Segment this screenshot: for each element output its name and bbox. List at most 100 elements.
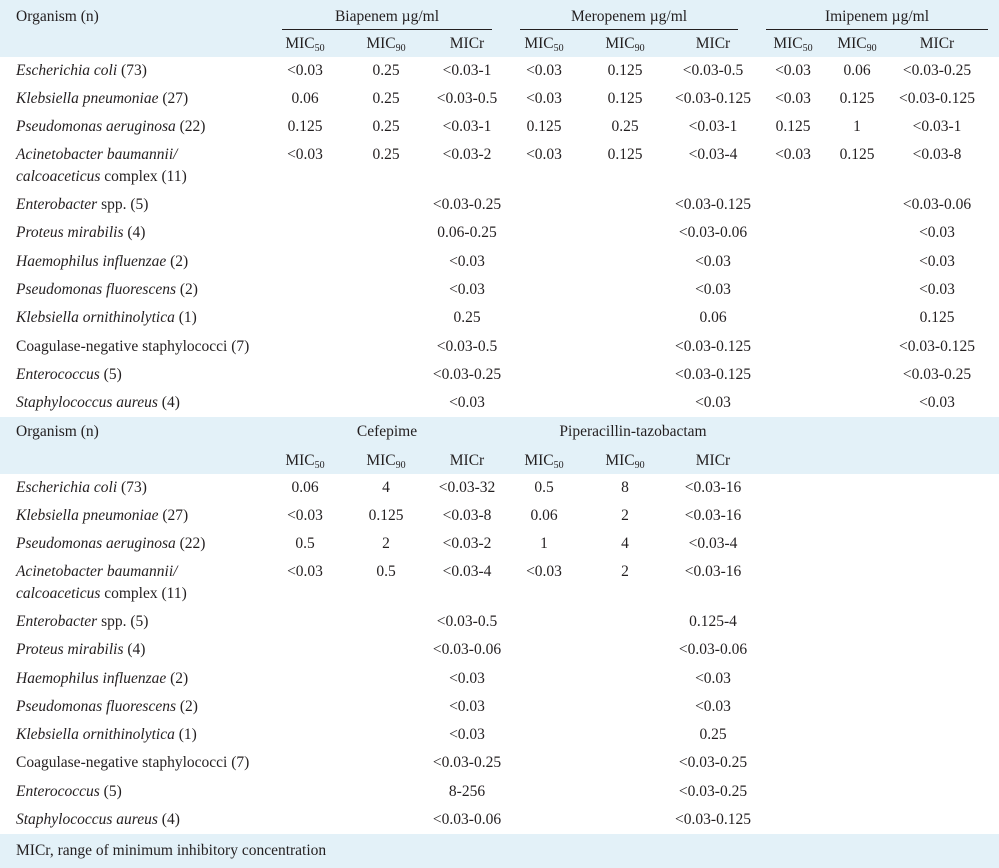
mic-value: <0.03-32: [438, 479, 496, 496]
organism-italic: Acinetobacter baumannii/: [16, 563, 178, 580]
mic-value: <0.03-4: [688, 535, 738, 552]
mic-value: <0.03-0.25: [902, 62, 972, 79]
subheader-cell: MIC50: [263, 30, 347, 58]
organism-suffix: (4): [157, 394, 180, 411]
subheader-cell: MIC50: [751, 30, 835, 58]
table-row: Proteus mirabilis (4) 0.06-0.25 <0.03-0.06…: [0, 219, 999, 247]
mic-value: 0.5: [295, 535, 315, 552]
organism-suffix: (5): [99, 783, 122, 800]
table-row: Enterobacter spp. (5) <0.03-0.25 <0.03-0.1…: [0, 191, 999, 219]
organism-name: Acinetobacter baumannii/: [16, 561, 177, 583]
organism-suffix: (4): [157, 811, 180, 828]
mic-range-value: <0.03-0.5: [436, 613, 498, 630]
mic-value: 0.5: [376, 563, 396, 580]
organism-italic: Pseudomonas fluorescens: [16, 281, 177, 298]
organism-name: Enterobacter spp. (5): [16, 608, 148, 636]
mic-value: 0.06: [843, 62, 871, 79]
table1-group-rule: [766, 29, 988, 30]
mic-label: MICr: [449, 452, 485, 469]
mic-range-value: <0.03: [449, 726, 485, 743]
table-row: Klebsiella ornithinolytica (1) <0.03 0.25: [0, 721, 999, 749]
mic-value: <0.03-1: [442, 118, 492, 135]
mic-value: 0.125: [839, 90, 875, 107]
mic-value: <0.03-16: [684, 563, 742, 580]
mic-subscript: 90: [634, 460, 645, 471]
organism-italic: Haemophilus influenzae: [16, 253, 167, 270]
table-row: Enterococcus (5) <0.03-0.25 <0.03-0.125 <0.…: [0, 361, 999, 389]
organism-italic: Enterococcus: [16, 366, 100, 383]
organism-name: Klebsiella ornithinolytica (1): [16, 721, 197, 749]
mic-value: 0.06: [291, 479, 319, 496]
table1-header-band: Organism (n) Biapenem µg/ml Meropenem µg…: [0, 0, 999, 57]
mic-range-value: <0.03-0.125: [899, 338, 975, 355]
organism-name: Acinetobacter baumannii/: [16, 144, 177, 166]
mic-range-value: <0.03: [449, 253, 485, 270]
organism-suffix: (4): [123, 641, 146, 658]
organism-italic: Staphylococcus aureus: [16, 394, 158, 411]
mic-range-value: <0.03: [695, 670, 731, 687]
mic-value: <0.03-2: [442, 535, 492, 552]
mic-range-value: <0.03-0.125: [675, 338, 751, 355]
mic-value: 2: [621, 507, 629, 524]
mic-value: <0.03-1: [912, 118, 962, 135]
mic-label: MIC: [366, 35, 396, 52]
organism-italic: Haemophilus influenzae: [16, 670, 167, 687]
subheader-cell: MICr: [425, 447, 509, 475]
footnote-band: MICr, range of minimum inhibitory concen…: [0, 834, 999, 868]
subheader-cell: MICr: [895, 30, 979, 58]
table-row: Pseudomonas aeruginosa (22) 0.5 2 <0.03-2 1 4…: [0, 530, 999, 558]
mic-label: MICr: [449, 35, 485, 52]
mic-range-value: 0.125: [919, 309, 955, 326]
mic-value: <0.03-8: [912, 146, 962, 163]
organism-italic: Klebsiella pneumoniae: [16, 90, 159, 107]
mic-range-value: <0.03: [695, 281, 731, 298]
mic-range-value: <0.03: [919, 394, 955, 411]
table-row: Staphylococcus aureus (4) <0.03-0.06 <0.03…: [0, 806, 999, 834]
subheader-cell: MICr: [425, 30, 509, 58]
mic-subscript: 50: [314, 43, 325, 54]
mic-range-value: <0.03-0.25: [432, 754, 502, 771]
mic-value: 0.125: [287, 118, 323, 135]
mic-label: MICr: [695, 35, 731, 52]
table-row: Escherichia coli (73) <0.03 0.25 <0.03-1 <0.…: [0, 57, 999, 85]
mic-value: <0.03: [775, 146, 811, 163]
mic-value: 1: [540, 535, 548, 552]
mic-value: 1: [853, 118, 861, 135]
organism-suffix: (22): [175, 535, 206, 552]
organism-italic: Klebsiella pneumoniae: [16, 507, 159, 524]
mic-label: MIC: [773, 35, 803, 52]
mic-value: <0.03: [287, 146, 323, 163]
mic-subscript: 50: [553, 43, 564, 54]
organism-name: Escherichia coli (73): [16, 474, 147, 502]
organism-italic: Enterococcus: [16, 783, 100, 800]
mic-value: 8: [621, 479, 629, 496]
subheader-cell: MICr: [671, 447, 755, 475]
organism-name: Proteus mirabilis (4): [16, 219, 145, 247]
mic-range-value: <0.03: [919, 281, 955, 298]
table1-group-rule: [282, 29, 492, 30]
mic-range-value: <0.03-0.25: [432, 366, 502, 383]
mic-value: <0.03-1: [442, 62, 492, 79]
organism-italic: Proteus mirabilis: [16, 224, 124, 241]
organism-suffix: (2): [166, 253, 189, 270]
mic-value: 0.25: [611, 118, 639, 135]
mic-value: 0.125: [368, 507, 404, 524]
mic-label: MIC: [524, 452, 554, 469]
mic-value: 4: [621, 535, 629, 552]
organism-suffix: (2): [176, 281, 198, 298]
subheader-cell: MIC90: [344, 447, 428, 475]
table-row: Klebsiella ornithinolytica (1) 0.25 0.06 0.…: [0, 304, 999, 332]
mic-range-value: <0.03-0.25: [432, 196, 502, 213]
organism-italic: Klebsiella ornithinolytica: [16, 309, 175, 326]
mic-subscript: 90: [866, 43, 877, 54]
table2-group-piperacillin-tazobactam: Piperacillin-tazobactam: [559, 423, 707, 440]
mic-range-value: <0.03: [449, 394, 485, 411]
table-row: Escherichia coli (73) 0.06 4 <0.03-32 0.5 8 <0…: [0, 474, 999, 502]
mic-value: 0.06: [291, 90, 319, 107]
organism-name: Klebsiella pneumoniae (27): [16, 502, 188, 530]
mic-value: <0.03: [287, 62, 323, 79]
mic-range-value: <0.03-0.25: [902, 366, 972, 383]
table-row: Enterococcus (5) 8-256 <0.03-0.25: [0, 778, 999, 806]
organism-name: Pseudomonas fluorescens (2): [16, 276, 198, 304]
mic-range-value: <0.03-0.25: [678, 783, 748, 800]
